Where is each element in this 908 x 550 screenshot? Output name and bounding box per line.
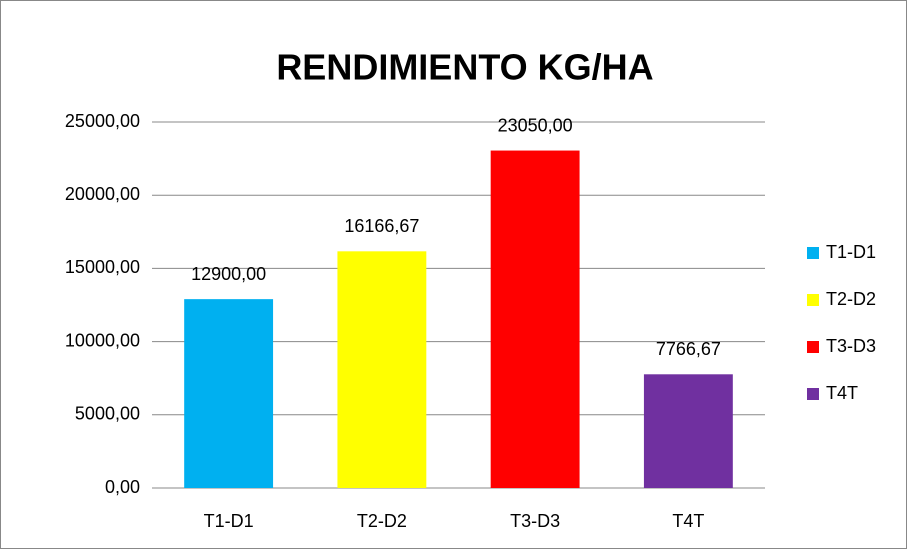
data-label: 23050,00	[498, 115, 573, 135]
legend-label: T4T	[826, 383, 858, 403]
legend-swatch	[807, 294, 819, 306]
x-tick-label: T2-D2	[357, 511, 407, 531]
bar	[184, 299, 274, 488]
y-tick-label: 10000,00	[65, 330, 140, 350]
bar	[643, 374, 733, 488]
bar	[490, 150, 580, 488]
data-label: 7766,67	[656, 339, 721, 359]
data-label: 16166,67	[344, 216, 419, 236]
x-tick-label: T3-D3	[510, 511, 560, 531]
y-tick-label: 5000,00	[75, 404, 140, 424]
legend-label: T3-D3	[826, 336, 876, 356]
y-tick-label: 0,00	[105, 477, 140, 497]
legend-label: T2-D2	[826, 289, 876, 309]
legend-label: T1-D1	[826, 242, 876, 262]
y-tick-label: 25000,00	[65, 111, 140, 131]
data-label: 12900,00	[191, 264, 266, 284]
y-tick-label: 20000,00	[65, 184, 140, 204]
x-tick-label: T4T	[672, 511, 704, 531]
legend-swatch	[807, 341, 819, 353]
legend-swatch	[807, 388, 819, 400]
bar	[337, 251, 427, 488]
x-tick-label: T1-D1	[204, 511, 254, 531]
y-tick-label: 15000,00	[65, 257, 140, 277]
chart-title: RENDIMIENTO KG/HA	[276, 47, 653, 88]
legend-swatch	[807, 247, 819, 259]
